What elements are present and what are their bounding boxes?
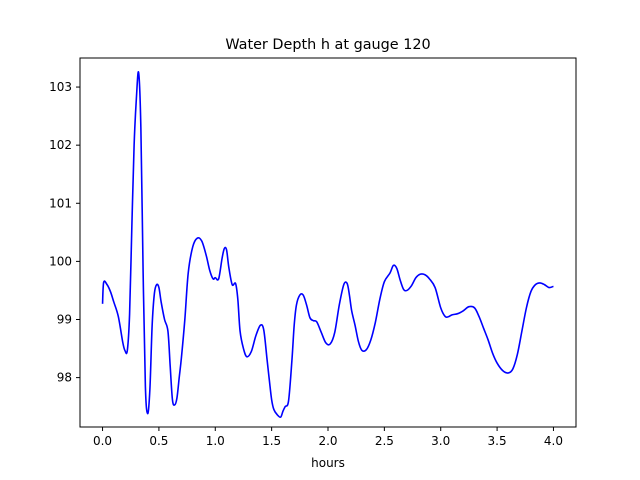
x-tick-label: 4.0 — [544, 434, 563, 448]
x-tick-label: 0.5 — [149, 434, 168, 448]
series-group — [101, 70, 554, 419]
x-axis-ticks: 0.0 0.5 1.0 1.5 2.0 2.5 3.0 3.5 4.0 — [93, 427, 563, 448]
x-tick-label: 1.0 — [206, 434, 225, 448]
x-tick-label: 1.5 — [262, 434, 281, 448]
y-axis-ticks: 98 99 100 101 102 103 — [49, 80, 80, 385]
x-tick-label: 3.0 — [431, 434, 450, 448]
y-tick-label: 99 — [57, 312, 72, 326]
x-tick-label: 0.0 — [93, 434, 112, 448]
y-tick-label: 100 — [49, 254, 72, 268]
x-tick-label: 2.5 — [375, 434, 394, 448]
chart-title: Water Depth h at gauge 120 — [225, 37, 430, 53]
x-tick-label: 3.5 — [488, 434, 507, 448]
y-tick-label: 101 — [49, 196, 72, 210]
y-tick-label: 102 — [49, 138, 72, 152]
x-tick-label: 2.0 — [318, 434, 337, 448]
y-tick-label: 98 — [57, 371, 72, 385]
x-axis-label: hours — [311, 456, 345, 470]
plot-frame — [79, 57, 577, 428]
y-tick-label: 103 — [49, 80, 72, 94]
series-line — [101, 70, 554, 419]
